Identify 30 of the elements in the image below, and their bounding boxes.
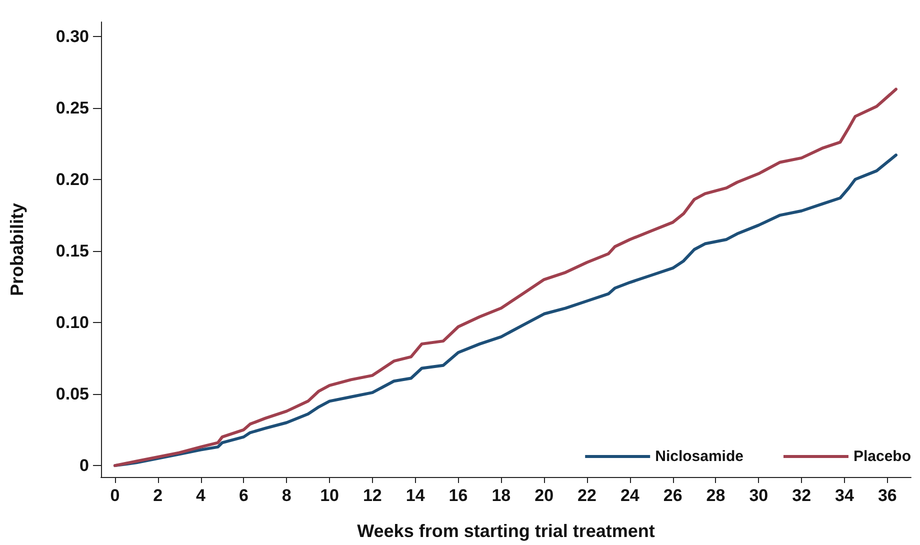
x-tick-label: 24 — [620, 486, 640, 505]
x-axis-title: Weeks from starting trial treatment — [357, 521, 655, 541]
x-tick-label: 10 — [320, 486, 339, 505]
x-tick-label: 14 — [406, 486, 426, 505]
y-tick-label: 0 — [80, 456, 89, 476]
y-tick-label: 0.30 — [56, 26, 89, 46]
x-tick-label: 12 — [362, 486, 382, 505]
x-tick-label: 26 — [663, 486, 682, 505]
x-tick-label: 6 — [238, 486, 248, 505]
legend-label: Niclosamide — [655, 448, 744, 465]
x-tick-label: 20 — [534, 486, 554, 505]
x-tick-label: 2 — [153, 486, 163, 505]
x-tick-label: 8 — [282, 486, 292, 505]
x-tick-label: 4 — [196, 486, 206, 505]
y-axis-title: Probability — [7, 202, 27, 296]
x-tick-label: 16 — [448, 486, 468, 505]
x-tick-label: 28 — [706, 486, 726, 505]
y-tick-label: 0.25 — [56, 98, 89, 118]
x-tick-label: 30 — [749, 486, 768, 505]
x-tick-label: 22 — [578, 486, 596, 505]
y-tick-label: 0.05 — [56, 384, 89, 404]
x-tick-label: 36 — [878, 486, 897, 505]
y-tick-label: 0.20 — [56, 170, 89, 189]
x-tick-label: 32 — [792, 486, 812, 505]
x-tick-label: 0 — [110, 486, 120, 505]
x-tick-label: 34 — [835, 486, 854, 505]
x-tick-label: 18 — [492, 486, 511, 505]
legend-label: Placebo — [853, 448, 912, 465]
y-tick-label: 0.10 — [56, 312, 89, 332]
y-tick-label: 0.15 — [56, 241, 89, 260]
